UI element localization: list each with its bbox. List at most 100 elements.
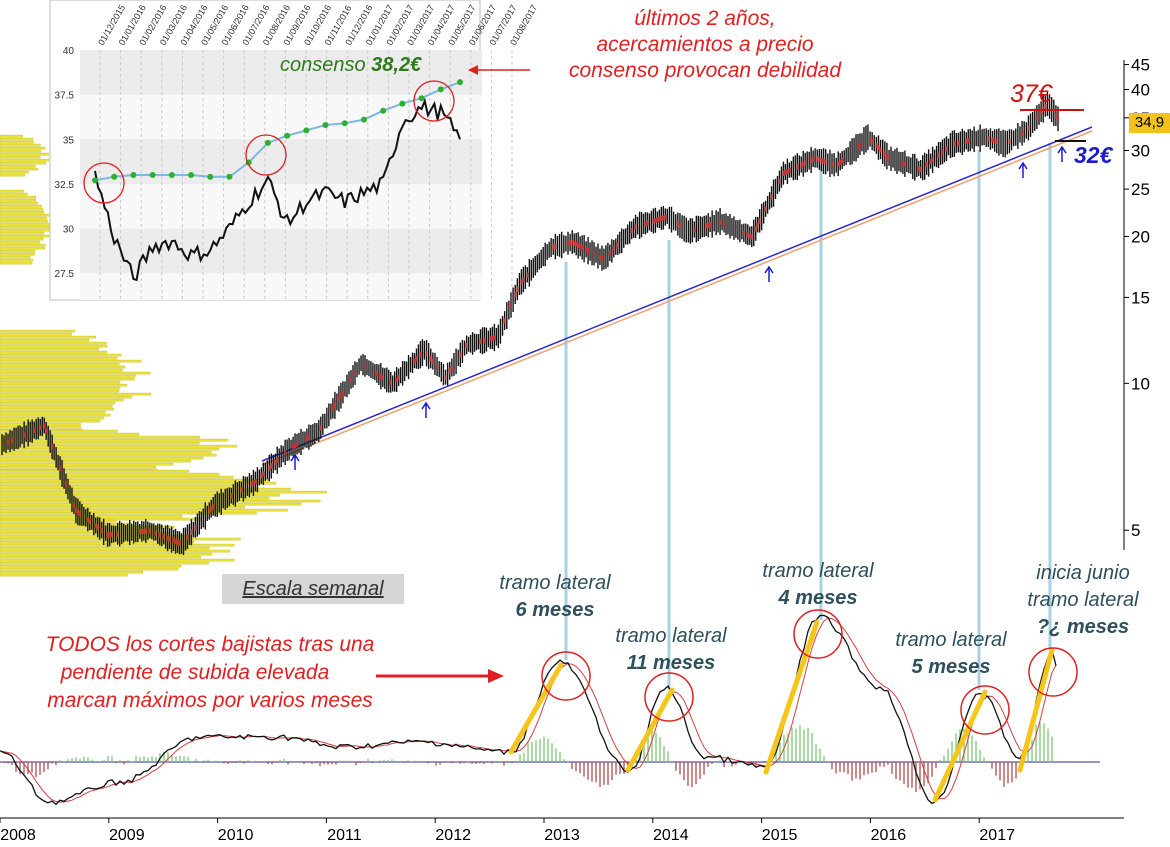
- price-candle-body: [72, 502, 75, 508]
- volume-profile-bar: [0, 561, 209, 565]
- price-candle-body: [841, 157, 844, 163]
- price-tick-label: 5: [1131, 521, 1140, 540]
- inset-y-tick-label: 30: [63, 225, 75, 236]
- inset-y-tick-label: 35: [63, 135, 75, 146]
- price-candle-body: [812, 156, 815, 162]
- year-tick-label: 2009: [109, 827, 145, 844]
- volume-profile-bar: [0, 347, 100, 351]
- price-candle-body: [875, 143, 878, 149]
- volume-profile-bar: [0, 522, 133, 526]
- inset-title: consenso 38,2€: [280, 54, 422, 76]
- inset-consensus-point: [322, 122, 329, 128]
- price-candle-body: [764, 206, 767, 212]
- price-candle-body: [758, 218, 761, 224]
- price-candle-body: [172, 537, 175, 544]
- price-candle-body: [148, 528, 151, 534]
- price-candle-body: [509, 302, 512, 308]
- volume-profile-bar: [0, 573, 128, 577]
- volume-profile-bar: [0, 567, 179, 571]
- vertical-guides: [564, 143, 1052, 690]
- price-candle-body: [307, 434, 310, 440]
- volume-profile-bar: [0, 207, 44, 211]
- price-candle-body: [577, 242, 580, 249]
- price-candle-body: [208, 508, 211, 514]
- price-candle-body: [140, 528, 143, 535]
- volume-profile-bar: [0, 484, 244, 488]
- price-candle-body: [941, 149, 944, 155]
- price-candle-body: [824, 159, 827, 165]
- volume-profile-bar: [0, 225, 52, 229]
- volume-profile-bar: [0, 164, 36, 168]
- price-candle-body: [425, 350, 428, 356]
- price-candle-body: [1035, 114, 1038, 120]
- volume-profile-bar: [0, 365, 126, 369]
- volume-profile-bar: [0, 222, 54, 226]
- price-candle-body: [885, 153, 888, 159]
- volume-profile-bar: [0, 540, 195, 544]
- volume-profile-bar: [0, 237, 44, 241]
- volume-profile-bar: [0, 167, 38, 171]
- price-candle-body: [664, 214, 667, 220]
- price-candle-body: [96, 524, 99, 530]
- price-candle-body: [995, 138, 998, 144]
- price-candle-body: [1057, 116, 1059, 122]
- volume-profile-bar: [0, 216, 47, 220]
- price-candle-body: [23, 432, 26, 438]
- year-tick-label: 2016: [871, 827, 907, 844]
- price-candle-body: [210, 506, 213, 512]
- price-candle-body: [43, 423, 46, 429]
- year-tick-label: 2011: [327, 827, 362, 844]
- price-candle-body: [39, 425, 42, 431]
- volume-profile-bar: [0, 419, 100, 423]
- price-candle-body: [65, 481, 68, 487]
- price-candle-body: [522, 277, 525, 283]
- inset-consensus-point: [399, 100, 406, 107]
- left-note-line3: marcan máximos por varios meses: [47, 689, 373, 712]
- price-candle-body: [7, 439, 10, 445]
- price-candle-body: [110, 532, 113, 538]
- price-candle-body: [465, 342, 468, 348]
- price-candle-body: [782, 170, 785, 176]
- inset-title-label: consenso: [280, 54, 371, 76]
- price-candle-body: [489, 336, 492, 342]
- volume-profile-bar: [0, 329, 75, 333]
- year-axis: 2008 2009 2010 2011 2012 2013 2014 2015 2016 2017: [0, 817, 1124, 844]
- price-candle-body: [1044, 103, 1047, 110]
- volume-profile-bar: [0, 511, 257, 515]
- top-note-line3: consenso provocan debilidad: [568, 59, 842, 82]
- price-candle-body: [788, 167, 791, 174]
- volume-profile-bar: [0, 398, 124, 402]
- price-candle-body: [658, 216, 661, 222]
- price-candle-body: [444, 374, 447, 381]
- tramo-5-line1: inicia junio: [1036, 562, 1130, 584]
- price-candle-body: [616, 242, 619, 248]
- volume-profile-bar: [0, 462, 174, 466]
- year-tick-label: 2010: [218, 827, 254, 844]
- price-candle-body: [859, 141, 861, 148]
- inset-pointer: [468, 65, 530, 75]
- price-candle-body: [86, 517, 89, 523]
- price-candle-body: [1054, 113, 1057, 119]
- inset-consensus-point: [168, 172, 175, 178]
- price-candle-body: [389, 379, 392, 386]
- volume-profile-bar: [0, 401, 115, 405]
- volume-profile-bar: [0, 546, 210, 550]
- price-candle-body: [569, 240, 572, 246]
- volume-profile-bar: [0, 335, 97, 339]
- price-candle-body: [88, 518, 91, 524]
- price-candle-body: [567, 240, 570, 247]
- volume-profile-bar: [0, 441, 200, 445]
- tramo-5-line2: tramo lateral: [1027, 589, 1139, 611]
- volume-profile-bar: [0, 198, 36, 202]
- slope-highlight: [1017, 647, 1055, 773]
- price-candle-body: [991, 137, 994, 143]
- price-candle-body: [901, 160, 904, 166]
- volume-profile-bar: [0, 140, 34, 144]
- tramo-label-2: tramo lateral 11 meses: [596, 623, 746, 677]
- volume-profile-bar: [0, 456, 204, 460]
- volume-profile-bar: [0, 137, 33, 141]
- volume-profile-bar: [0, 261, 33, 265]
- volume-profile-bar: [0, 246, 45, 250]
- price-candle-body: [756, 222, 759, 228]
